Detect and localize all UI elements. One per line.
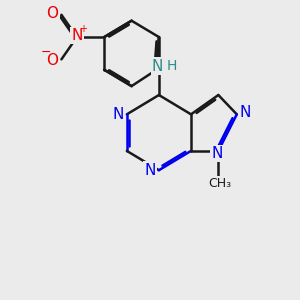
Text: −: − <box>41 46 51 59</box>
Text: N: N <box>71 28 82 43</box>
Text: N: N <box>211 146 223 161</box>
Text: N: N <box>112 107 124 122</box>
Text: O: O <box>46 53 58 68</box>
Text: +: + <box>80 24 87 34</box>
Text: N: N <box>240 105 251 120</box>
Text: N: N <box>145 163 156 178</box>
Text: O: O <box>46 6 58 21</box>
Text: N: N <box>152 59 163 74</box>
Text: H: H <box>166 59 177 73</box>
Text: CH₃: CH₃ <box>208 177 231 190</box>
